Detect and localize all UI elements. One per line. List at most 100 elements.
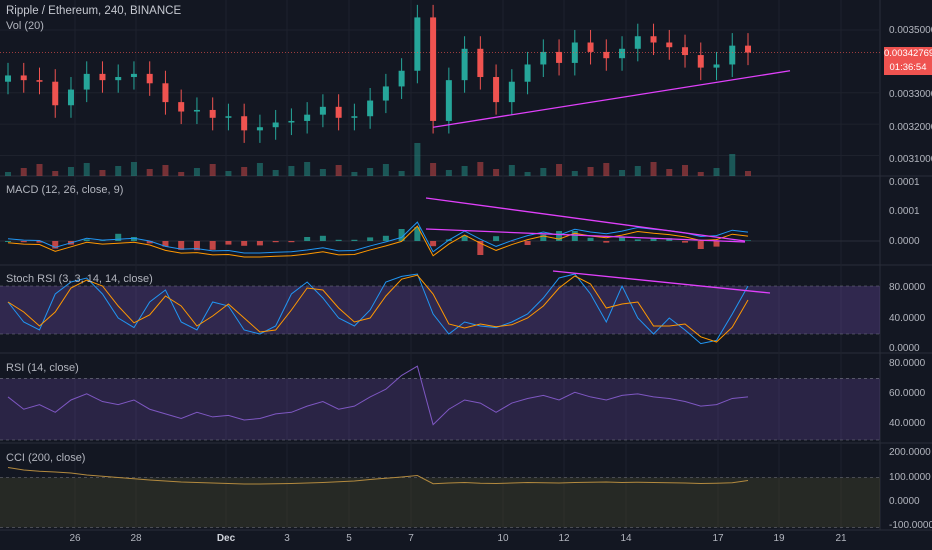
volume-bar: [729, 154, 736, 176]
candle-body: [430, 17, 437, 121]
volume-bar: [556, 164, 563, 176]
candle-body: [52, 81, 59, 106]
macd-histogram-bar: [225, 241, 232, 245]
candle-body: [382, 86, 389, 101]
candle-body: [335, 106, 342, 118]
stoch-tick: 80.0000: [889, 282, 926, 293]
volume-bar: [508, 165, 515, 176]
macd-histogram-bar: [52, 241, 59, 249]
candle-body: [461, 48, 468, 81]
volume-bar: [67, 167, 74, 176]
volume-bar: [115, 166, 122, 176]
volume-bar: [319, 169, 326, 176]
volume-bar: [571, 171, 578, 176]
rsi-tick: 40.0000: [889, 418, 926, 429]
rsi-tick: 80.0000: [889, 358, 926, 369]
candle-body: [115, 77, 122, 81]
volume-bar: [493, 169, 500, 176]
macd-histogram-bar: [20, 241, 27, 243]
price-tick: 0.00330000: [889, 89, 932, 100]
macd-tick: 0.0001: [889, 206, 920, 217]
macd-histogram-bar: [619, 237, 626, 241]
candle-body: [729, 45, 736, 65]
volume-bar: [382, 164, 389, 176]
volume-bar: [697, 172, 704, 176]
chart-title: Ripple / Ethereum, 240, BINANCE: [6, 5, 182, 17]
macd-histogram-bar: [304, 237, 311, 241]
macd-tick: 0.0001: [889, 177, 920, 188]
macd-histogram-bar: [5, 241, 11, 242]
price-trendline: [433, 70, 791, 128]
volume-bar: [461, 166, 468, 176]
volume-bar: [540, 168, 547, 176]
macd-histogram-bar: [162, 241, 169, 247]
candle-body: [745, 45, 751, 53]
volume-bar: [256, 163, 263, 176]
candle-body: [146, 73, 153, 84]
macd-histogram-bar: [130, 237, 137, 241]
macd-histogram-bar: [713, 241, 720, 247]
rsi-line: [7, 365, 749, 426]
macd-histogram-bar: [666, 238, 673, 241]
macd-trendline-upper: [425, 197, 746, 242]
price-tick: 0.00350000: [889, 25, 932, 36]
stoch-trendline: [552, 270, 771, 294]
macd-histogram-bar: [193, 241, 200, 251]
macd-histogram-bar: [209, 241, 216, 250]
rsi-label: RSI (14, close): [6, 362, 79, 374]
x-tick: 7: [408, 533, 414, 544]
candle-body: [162, 83, 169, 103]
stoch-rsi-label: Stoch RSI (3, 3, 14, 14, close): [6, 273, 153, 285]
volume-bar: [367, 168, 374, 176]
macd-histogram-bar: [430, 241, 437, 247]
macd-histogram-bar: [351, 239, 358, 241]
volume-bar: [445, 170, 452, 176]
candle-body: [587, 42, 594, 52]
stoch-k-line: [7, 273, 749, 345]
price-tick: 0.00320000: [889, 122, 932, 133]
x-tick: 28: [130, 533, 142, 544]
volume-bar: [603, 163, 610, 176]
volume-bar: [335, 165, 342, 176]
macd-histogram-bar: [272, 241, 279, 243]
volume-bar: [634, 166, 641, 176]
stoch-tick: 0.0000: [889, 343, 920, 354]
macd-histogram-bar: [414, 227, 421, 241]
stoch-d-line: [7, 274, 749, 343]
cci-line: [7, 467, 749, 485]
last-price-tag: 0.00342769: [884, 47, 932, 61]
x-tick: 19: [773, 533, 785, 544]
macd-histogram-bar: [335, 239, 342, 241]
macd-histogram-bar: [540, 234, 547, 241]
macd-histogram-bar: [745, 240, 751, 241]
candle-body: [304, 114, 311, 121]
candle-body: [713, 64, 720, 68]
candle-body: [319, 106, 326, 115]
volume-bar: [20, 168, 27, 176]
candle-body: [83, 73, 90, 90]
macd-histogram-bar: [256, 241, 263, 246]
candle-body: [650, 36, 657, 43]
x-tick: 14: [620, 533, 632, 544]
volume-bar: [130, 162, 137, 176]
macd-histogram-bar: [178, 241, 185, 250]
price-tick: 0.00310000: [889, 154, 932, 165]
cci-tick: -100.0000: [889, 520, 932, 531]
candle-body: [682, 47, 689, 56]
volume-bar: [178, 172, 185, 176]
x-tick: 10: [497, 533, 509, 544]
volume-bar: [241, 167, 248, 176]
candle-body: [571, 42, 578, 63]
candle-body: [130, 73, 137, 78]
macd-histogram-bar: [398, 229, 405, 241]
candle-body: [256, 127, 263, 131]
candle-body: [209, 109, 216, 118]
cci-band: [0, 477, 880, 528]
candle-body: [241, 116, 248, 131]
candle-countdown: 01:36:54: [884, 61, 932, 75]
macd-histogram-bar: [115, 233, 122, 241]
volume-bar: [99, 170, 106, 176]
candle-body: [99, 73, 106, 81]
macd-histogram-bar: [477, 241, 484, 255]
